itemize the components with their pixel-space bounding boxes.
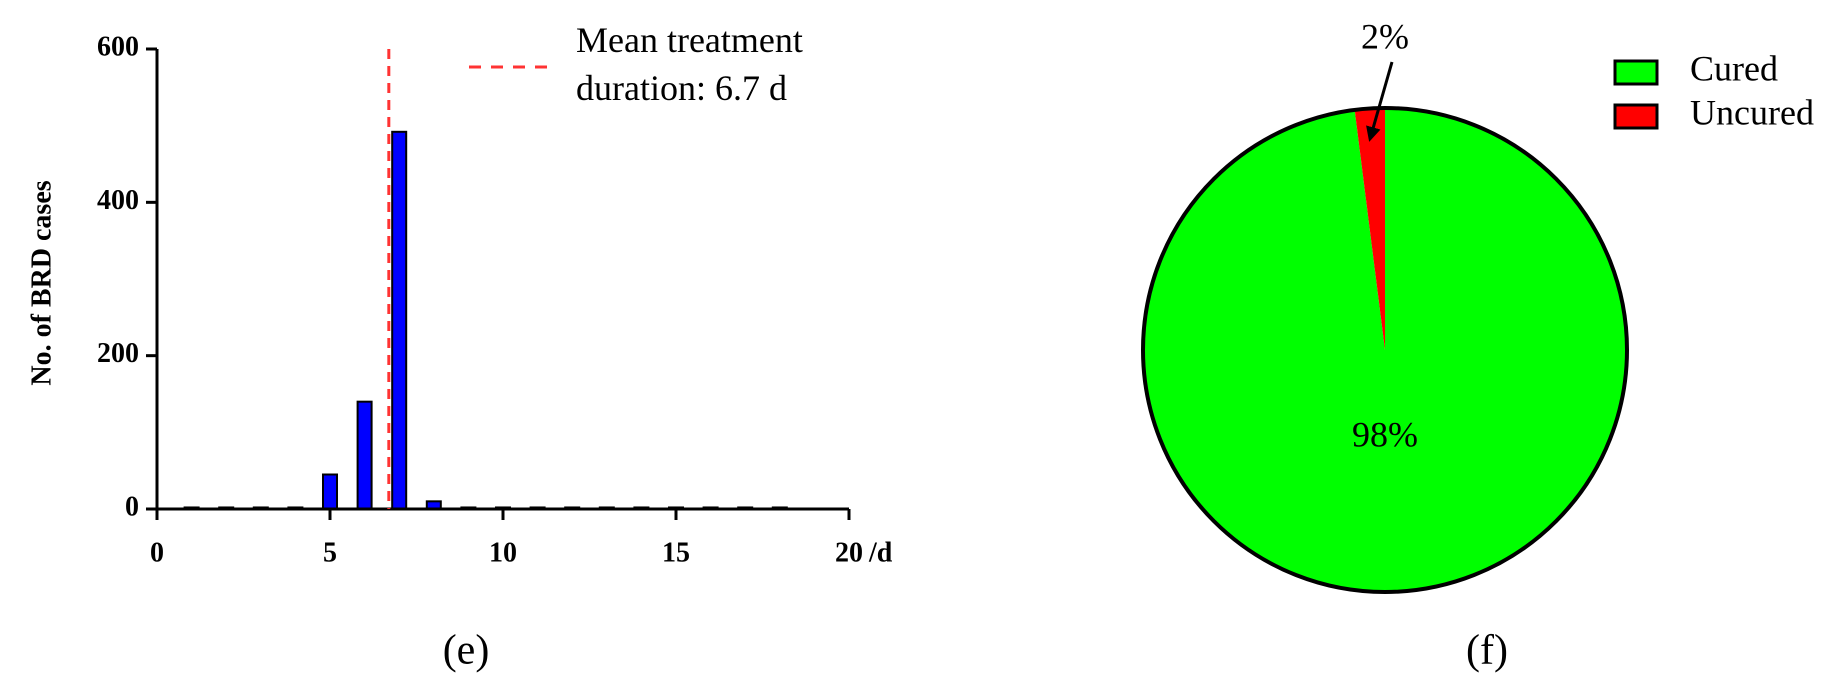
caption: (f) [1466, 628, 1508, 674]
value-label: 98% [1352, 414, 1418, 454]
x-tick-label: 10 [489, 537, 517, 568]
bar [322, 473, 338, 510]
x-tick-label: 20 [835, 537, 863, 568]
y-tick-label: 0 [125, 491, 139, 522]
legend-swatch [1613, 103, 1659, 130]
bar [356, 400, 373, 510]
y-tick-label: 200 [97, 338, 139, 369]
label-arrow [1366, 61, 1394, 142]
y-axis-label: No. of BRD cases [26, 180, 57, 385]
x-axis-label: /d [868, 537, 893, 568]
x-tick-label: 5 [323, 537, 337, 568]
legend-label: Uncured [1690, 92, 1814, 132]
y-tick-label: 400 [97, 185, 139, 216]
legend-label: Cured [1690, 48, 1778, 88]
mean-legend-label: Mean treatment duration: 6.7 d [576, 20, 803, 108]
value-label: 2% [1361, 16, 1409, 56]
y-tick-label: 600 [97, 31, 139, 62]
caption: (e) [443, 628, 490, 674]
x-tick-label: 15 [662, 537, 690, 568]
pie-slice [1354, 108, 1385, 350]
legend-swatch [1613, 59, 1659, 86]
x-tick-label: 0 [150, 537, 164, 568]
pie-outline [1141, 106, 1629, 594]
bar [391, 130, 408, 511]
